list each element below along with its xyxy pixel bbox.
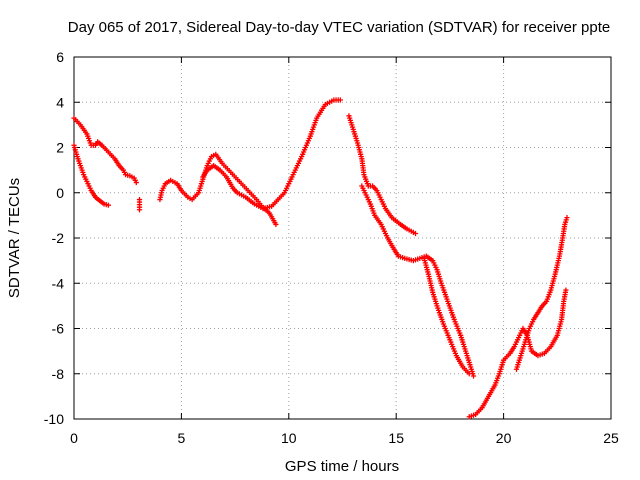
series-arc-9 — [513, 215, 570, 372]
data-point — [470, 373, 477, 379]
data-point — [273, 221, 279, 228]
grid — [74, 57, 611, 419]
y-tick-label: -10 — [44, 411, 64, 427]
series-arc-1b — [71, 142, 111, 208]
x-tick-label: 0 — [70, 430, 78, 446]
series-arc-4 — [200, 97, 343, 212]
y-tick-label: 0 — [56, 185, 64, 201]
series-arc-1a — [71, 115, 139, 186]
data-points — [71, 97, 570, 420]
series-arc-7 — [421, 255, 472, 377]
data-point — [337, 97, 343, 103]
x-tick-label: 20 — [496, 430, 512, 446]
y-tick-label: 2 — [56, 140, 64, 156]
x-axis-label: GPS time / hours — [285, 458, 399, 475]
y-tick-label: -2 — [52, 230, 65, 246]
x-tick-label: 5 — [178, 430, 186, 446]
y-tick-label: 4 — [56, 94, 64, 110]
data-point — [563, 287, 569, 293]
x-tick-label: 10 — [281, 430, 297, 446]
y-tick-label: -6 — [52, 321, 65, 337]
series-arc-2 — [136, 196, 143, 213]
data-point — [136, 207, 143, 213]
x-tick-label: 25 — [603, 430, 619, 446]
data-point — [133, 179, 139, 186]
data-point — [564, 215, 570, 221]
chart-title: Day 065 of 2017, Sidereal Day-to-day VTE… — [68, 19, 610, 36]
data-point — [412, 230, 419, 237]
series-arc-8 — [466, 287, 569, 420]
x-tick-label: 15 — [388, 430, 404, 446]
axis-ticks: 0 5 10 15 20 25 -10 -8 -6 -4 -2 0 2 4 6 — [44, 49, 619, 446]
y-tick-label: -8 — [52, 366, 65, 382]
y-axis-label: SDTVAR / TECUs — [6, 178, 23, 298]
series-arc-5 — [346, 113, 419, 237]
data-point — [466, 371, 472, 377]
series-arc-3 — [157, 151, 279, 228]
y-tick-label: -4 — [52, 275, 65, 291]
data-point — [105, 202, 111, 208]
series-arc-6 — [359, 183, 477, 379]
y-tick-label: 6 — [56, 49, 64, 65]
